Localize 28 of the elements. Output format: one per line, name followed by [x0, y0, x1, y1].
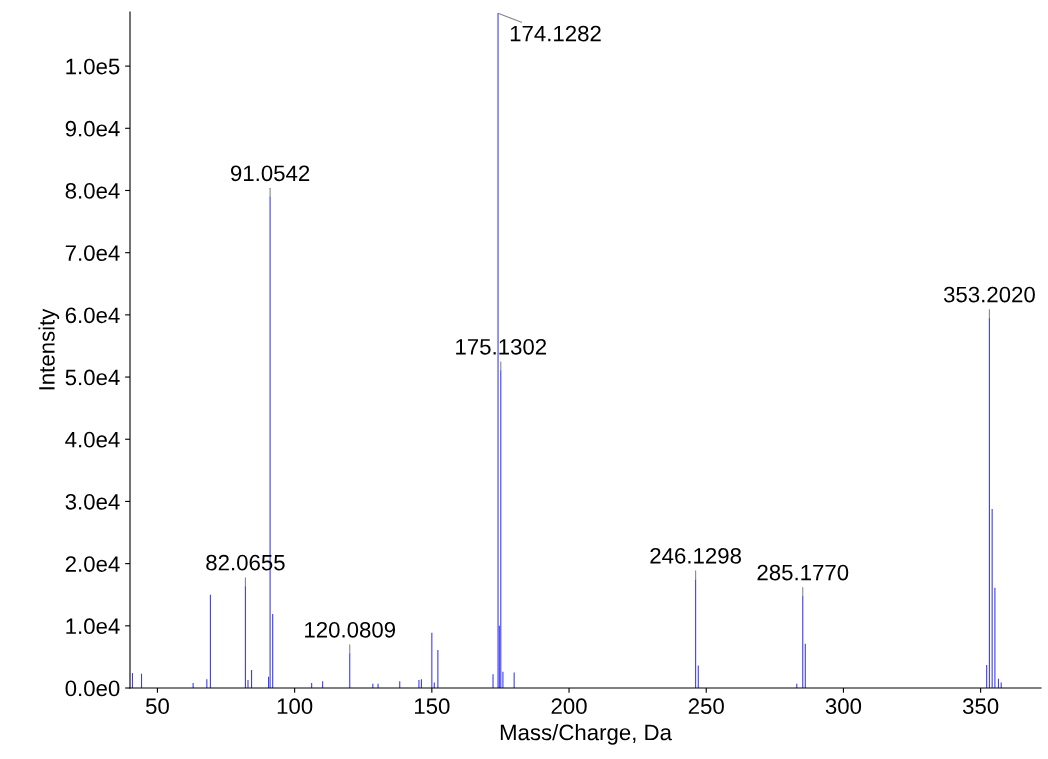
y-tick-label: 4.0e4: [65, 431, 120, 448]
y-tick-label: 7.0e4: [65, 245, 120, 261]
y-tick-label: 2.0e4: [65, 556, 120, 572]
x-tick-label: 200: [551, 698, 587, 715]
y-tick-label: 5.0e4: [65, 369, 120, 386]
x-tick-label: 250: [688, 698, 724, 715]
y-tick-label: 3.0e4: [65, 493, 120, 510]
x-tick-label: 150: [415, 698, 450, 715]
annotation: 120.0809: [305, 621, 396, 638]
annotation: 174.1282: [510, 25, 601, 42]
x-tick-label: 100: [277, 698, 313, 715]
annotation: 175.1302: [456, 338, 547, 355]
y-tick-label: 6.0e4: [65, 307, 120, 324]
x-tick-label: 300: [825, 698, 862, 715]
x-tick-label: 350: [962, 698, 999, 715]
y-tick-label: 9.0e4: [65, 120, 120, 137]
y-tick-label: 8.0e4: [65, 183, 120, 199]
x-tick-label: 50: [145, 698, 169, 715]
annotation: 285.1770: [757, 564, 849, 581]
annotation: 82.0655: [206, 554, 285, 571]
y-tick-label: 1.0e5: [66, 58, 120, 75]
y-tick-label: 0.0e0: [65, 680, 120, 697]
y-tick-label: 1.0e4: [66, 618, 120, 635]
annotation: 91.0542: [230, 165, 310, 182]
annotation: 246.1298: [650, 547, 741, 564]
x-axis-title: Mass/Charge, Da: [500, 723, 672, 745]
annotation: 353.2020: [943, 286, 1035, 303]
y-axis-title: Intensity: [38, 308, 60, 390]
